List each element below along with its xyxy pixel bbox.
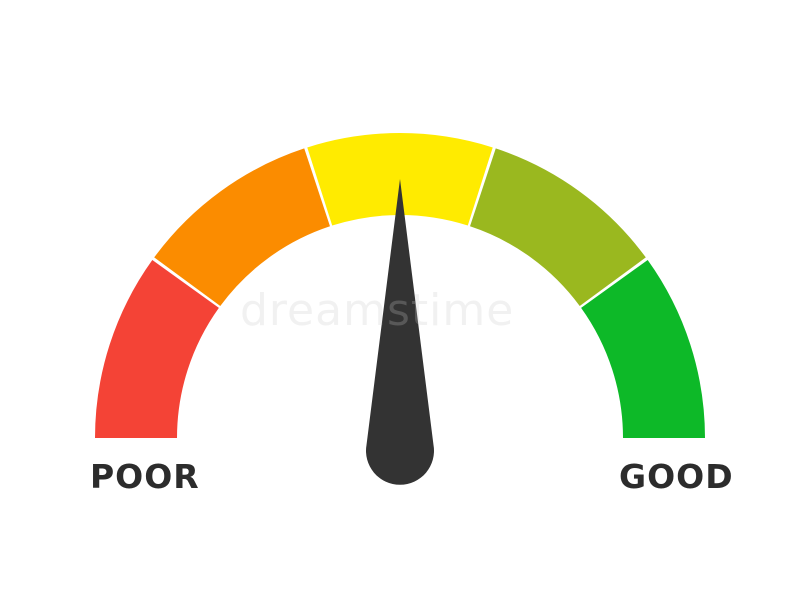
watermark: dreamstime xyxy=(240,285,515,336)
gauge-segments xyxy=(95,133,705,438)
gauge-segment-red xyxy=(95,260,219,438)
poor-label: POOR xyxy=(90,457,200,496)
gauge-needle xyxy=(366,179,435,485)
gauge-segment-lime xyxy=(470,148,646,306)
good-label: GOOD xyxy=(619,457,734,496)
gauge-segment-green xyxy=(581,260,705,438)
gauge-segment-orange xyxy=(154,148,330,306)
